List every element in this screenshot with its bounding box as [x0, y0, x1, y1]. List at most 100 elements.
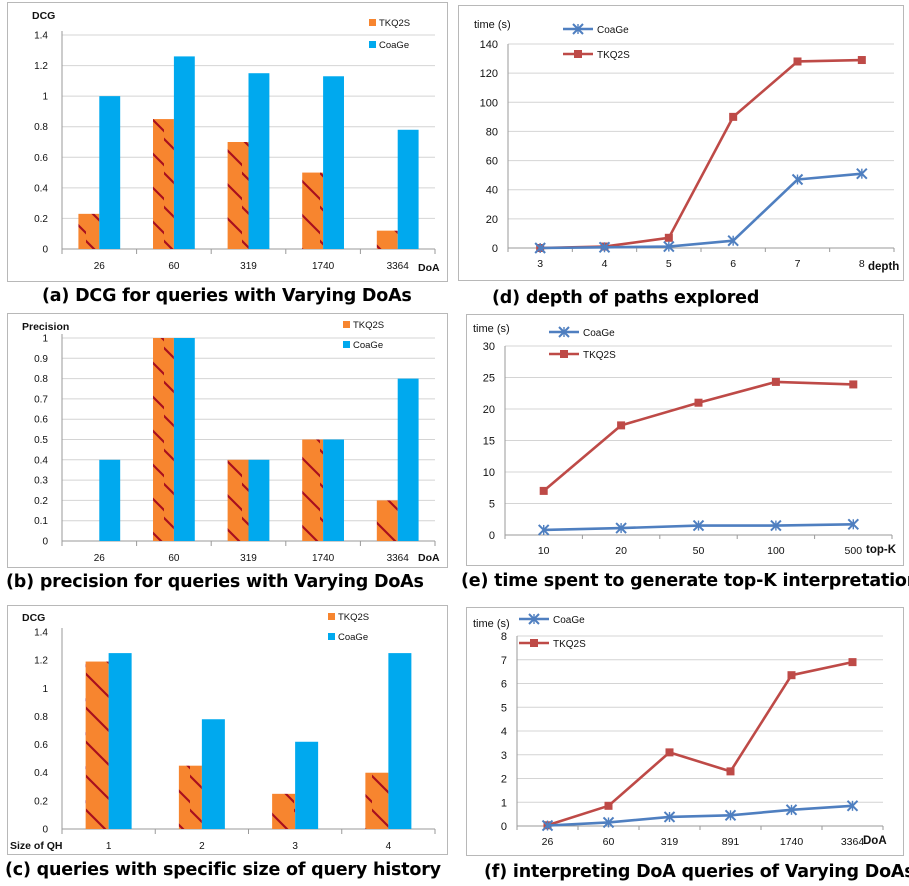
x-axis-label: depth [868, 261, 899, 273]
y-axis-label: time (s) [473, 323, 510, 335]
caption-b: (b) precision for queries with Varying D… [6, 572, 424, 592]
point-tkq2s [665, 748, 674, 757]
x-tick-label: 20 [615, 545, 627, 557]
x-tick-label: 500 [845, 545, 863, 557]
y-tick-label: 5 [489, 499, 495, 511]
bar-tkq2s [272, 793, 296, 829]
bar-coage [248, 73, 270, 249]
x-axis-label: DoA [418, 262, 440, 274]
y-tick-label: 0.2 [34, 496, 48, 507]
x-tick-label: 5 [666, 258, 672, 270]
x-tick-label: 7 [795, 258, 801, 270]
legend-label: CoaGe [553, 615, 585, 626]
y-tick-label: 3 [501, 750, 507, 762]
y-tick-label: 1 [42, 334, 48, 345]
point-coage [598, 241, 611, 253]
x-tick-label: 4 [386, 841, 392, 852]
x-tick-label: 10 [538, 545, 550, 557]
chart-panel-f: 0 1 2 3 4 5 6 7 8 26 60 319 891 1740 3364 CoaGe TKQ2S tim… [466, 607, 904, 856]
y-tick-label: 2 [501, 774, 507, 786]
caption-a: (a) DCG for queries with Varying DoAs [42, 286, 412, 306]
x-tick-label: 1740 [312, 553, 335, 564]
point-coage [663, 240, 675, 253]
legend-label: CoaGe [583, 328, 615, 339]
series-line-coage [547, 804, 853, 827]
point-tkq2s [787, 671, 796, 680]
series-line-tkq2s [540, 58, 862, 250]
point-coage [770, 519, 782, 532]
bar-coage [295, 741, 319, 829]
bar-tkq2s [153, 338, 174, 541]
point-tkq2s [617, 421, 626, 430]
point-coage [537, 524, 550, 536]
bar-coage [108, 653, 132, 829]
chart-f-svg: 0 1 2 3 4 5 6 7 8 26 60 319 891 1740 3364 CoaGe TKQ2S tim… [473, 613, 887, 848]
y-tick-label: 1.2 [34, 656, 48, 667]
chart-panel-e: 0 5 10 15 20 25 30 10 20 50 100 500 CoaGe TKQ2S time (… [466, 314, 904, 566]
bar-tkq2s [85, 661, 109, 829]
point-coage [856, 167, 868, 180]
y-tick-label: 0.8 [34, 374, 48, 385]
y-axis-label: DCG [32, 10, 55, 22]
y-tick-label: 30 [483, 341, 495, 353]
y-tick-label: 0.3 [34, 476, 48, 487]
y-axis-label: DCG [22, 612, 45, 624]
bar-coage [173, 338, 195, 541]
x-tick-label: 4 [602, 258, 608, 270]
y-axis-label: time (s) [474, 19, 511, 31]
y-tick-label: 1.4 [34, 31, 48, 42]
x-tick-label: 3364 [387, 553, 410, 564]
bar-coage [173, 56, 195, 250]
y-tick-label: 60 [486, 156, 498, 168]
bar-tkq2s [376, 500, 398, 541]
x-tick-label: 3364 [841, 836, 865, 848]
series-line-tkq2s [547, 660, 853, 827]
legend-swatch-tkq2s [369, 19, 376, 26]
y-tick-label: 1 [42, 92, 48, 103]
y-axis-label: Precision [22, 321, 69, 333]
bar-coage [99, 459, 121, 541]
y-tick-label: 5 [501, 702, 507, 714]
x-tick-label: 26 [94, 553, 106, 564]
legend-label: CoaGe [597, 25, 629, 36]
point-tkq2s [539, 486, 548, 495]
bar-tkq2s [376, 230, 398, 249]
point-coage [847, 518, 860, 530]
y-tick-label: 0.2 [34, 214, 48, 225]
legend-swatch-coage [328, 633, 335, 640]
y-tick-label: 0 [489, 530, 495, 542]
y-tick-label: 0.4 [34, 183, 48, 194]
point-tkq2s [604, 801, 613, 810]
x-tick-label: 26 [542, 836, 554, 848]
y-tick-label: 25 [483, 373, 495, 385]
bar-coage [323, 76, 344, 250]
point-coage [615, 522, 627, 534]
point-tkq2s [857, 56, 866, 65]
x-tick-label: 60 [603, 836, 615, 848]
point-tkq2s [771, 377, 780, 386]
bar-coage [201, 719, 225, 829]
chart-panel-d: 0 20 40 60 80 100 120 140 3 4 5 6 7 8 CoaGe TKQ2S time (… [458, 5, 904, 281]
bar-tkq2s [227, 459, 249, 541]
y-tick-label: 0.4 [34, 455, 48, 466]
legend-label: TKQ2S [583, 350, 616, 361]
y-tick-label: 7 [501, 655, 507, 667]
point-tkq2s [729, 112, 738, 121]
y-tick-label: 0.6 [34, 415, 48, 426]
legend-marker-coage [558, 326, 570, 338]
legend-label: TKQ2S [338, 612, 369, 623]
y-tick-label: 80 [486, 126, 498, 138]
y-tick-label: 1 [501, 797, 507, 809]
point-coage [541, 819, 554, 832]
series-line-coage [540, 172, 862, 250]
bar-coage [248, 459, 270, 541]
bar-tkq2s [178, 765, 202, 829]
bar-coage [388, 653, 412, 829]
bar-tkq2s [302, 439, 324, 541]
point-coage [663, 811, 676, 823]
y-tick-label: 0.4 [34, 768, 48, 779]
y-tick-label: 20 [486, 214, 498, 226]
point-coage [785, 804, 798, 816]
point-tkq2s [848, 658, 857, 667]
y-tick-label: 0.9 [34, 354, 48, 365]
